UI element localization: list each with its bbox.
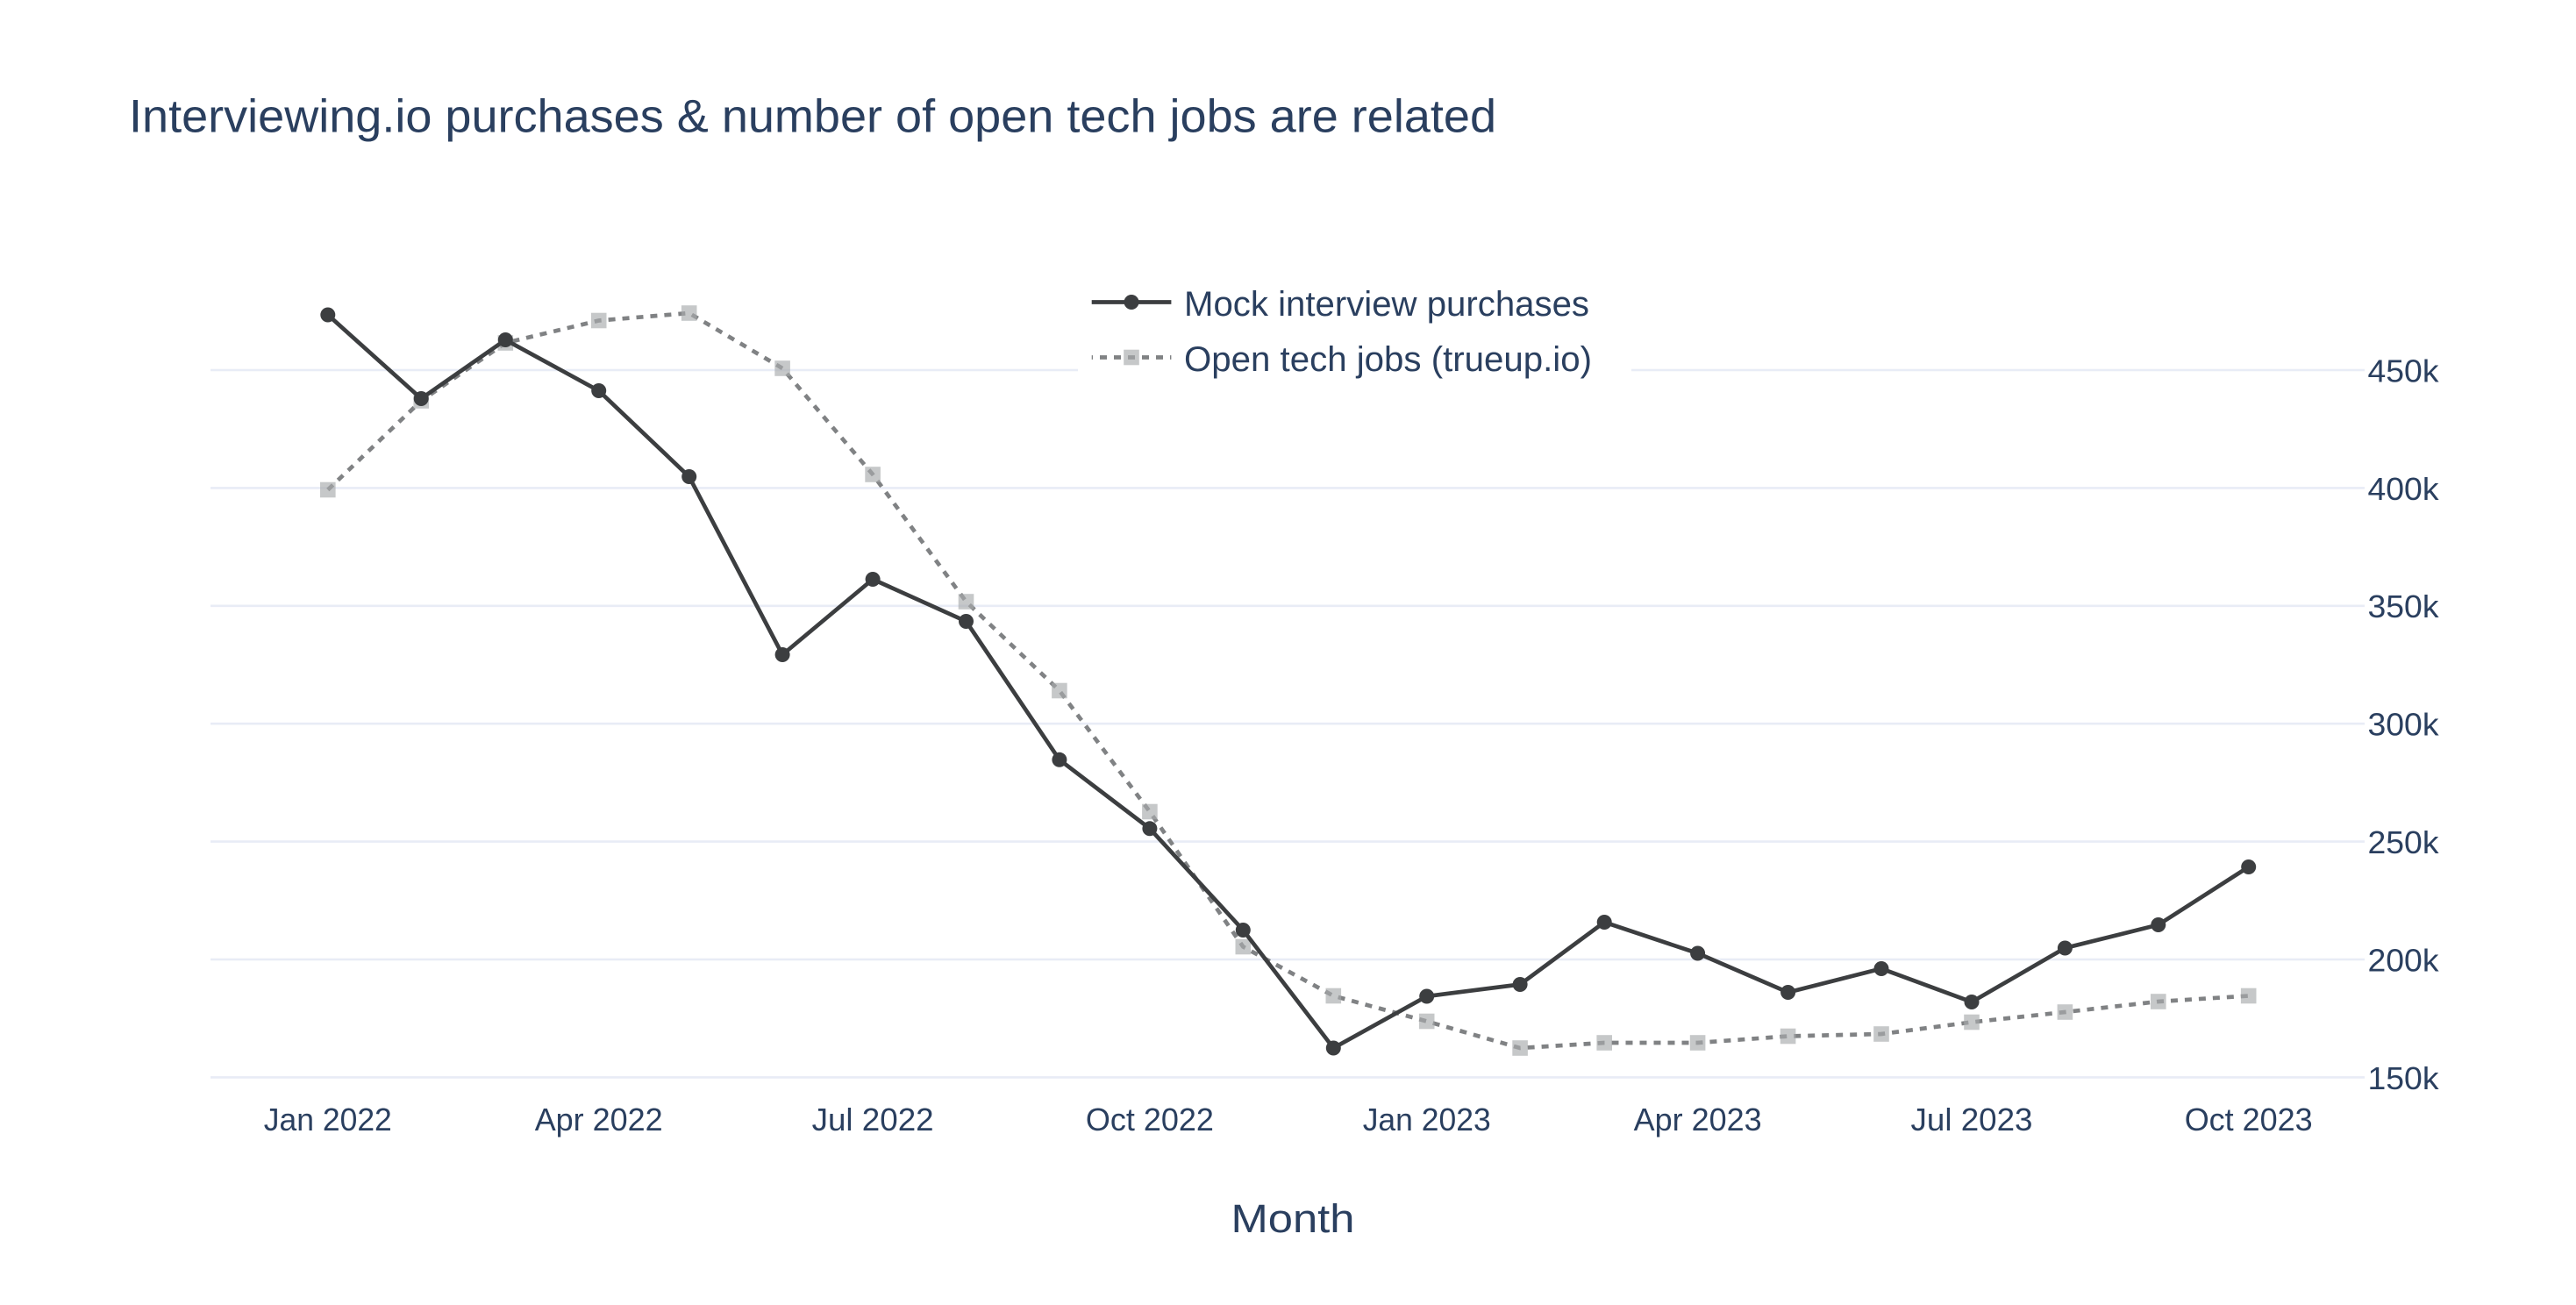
svg-text:Apr 2022: Apr 2022 (535, 1102, 663, 1137)
svg-text:Interviewing.io purchases & nu: Interviewing.io purchases & number of op… (129, 91, 1496, 143)
svg-text:Open tech jobs (trueup.io): Open tech jobs (trueup.io) (1184, 340, 1592, 379)
svg-text:Jul 2022: Jul 2022 (812, 1102, 934, 1137)
svg-text:150k: 150k (2368, 1060, 2440, 1096)
svg-text:250k: 250k (2368, 824, 2440, 860)
svg-text:Mock interview purchases: Mock interview purchases (1184, 285, 1589, 324)
svg-text:Apr 2023: Apr 2023 (1634, 1102, 1762, 1137)
svg-text:Oct 2022: Oct 2022 (1086, 1102, 1214, 1137)
svg-text:Jan 2022: Jan 2022 (264, 1102, 392, 1137)
svg-text:Jan 2023: Jan 2023 (1363, 1102, 1491, 1137)
svg-text:400k: 400k (2368, 471, 2440, 507)
svg-text:Oct 2023: Oct 2023 (2185, 1102, 2313, 1137)
svg-text:200k: 200k (2368, 942, 2440, 978)
svg-text:300k: 300k (2368, 707, 2440, 743)
svg-text:Month: Month (1231, 1196, 1355, 1241)
svg-text:350k: 350k (2368, 588, 2440, 624)
svg-text:450k: 450k (2368, 353, 2440, 389)
svg-text:Jul 2023: Jul 2023 (1911, 1102, 2033, 1137)
